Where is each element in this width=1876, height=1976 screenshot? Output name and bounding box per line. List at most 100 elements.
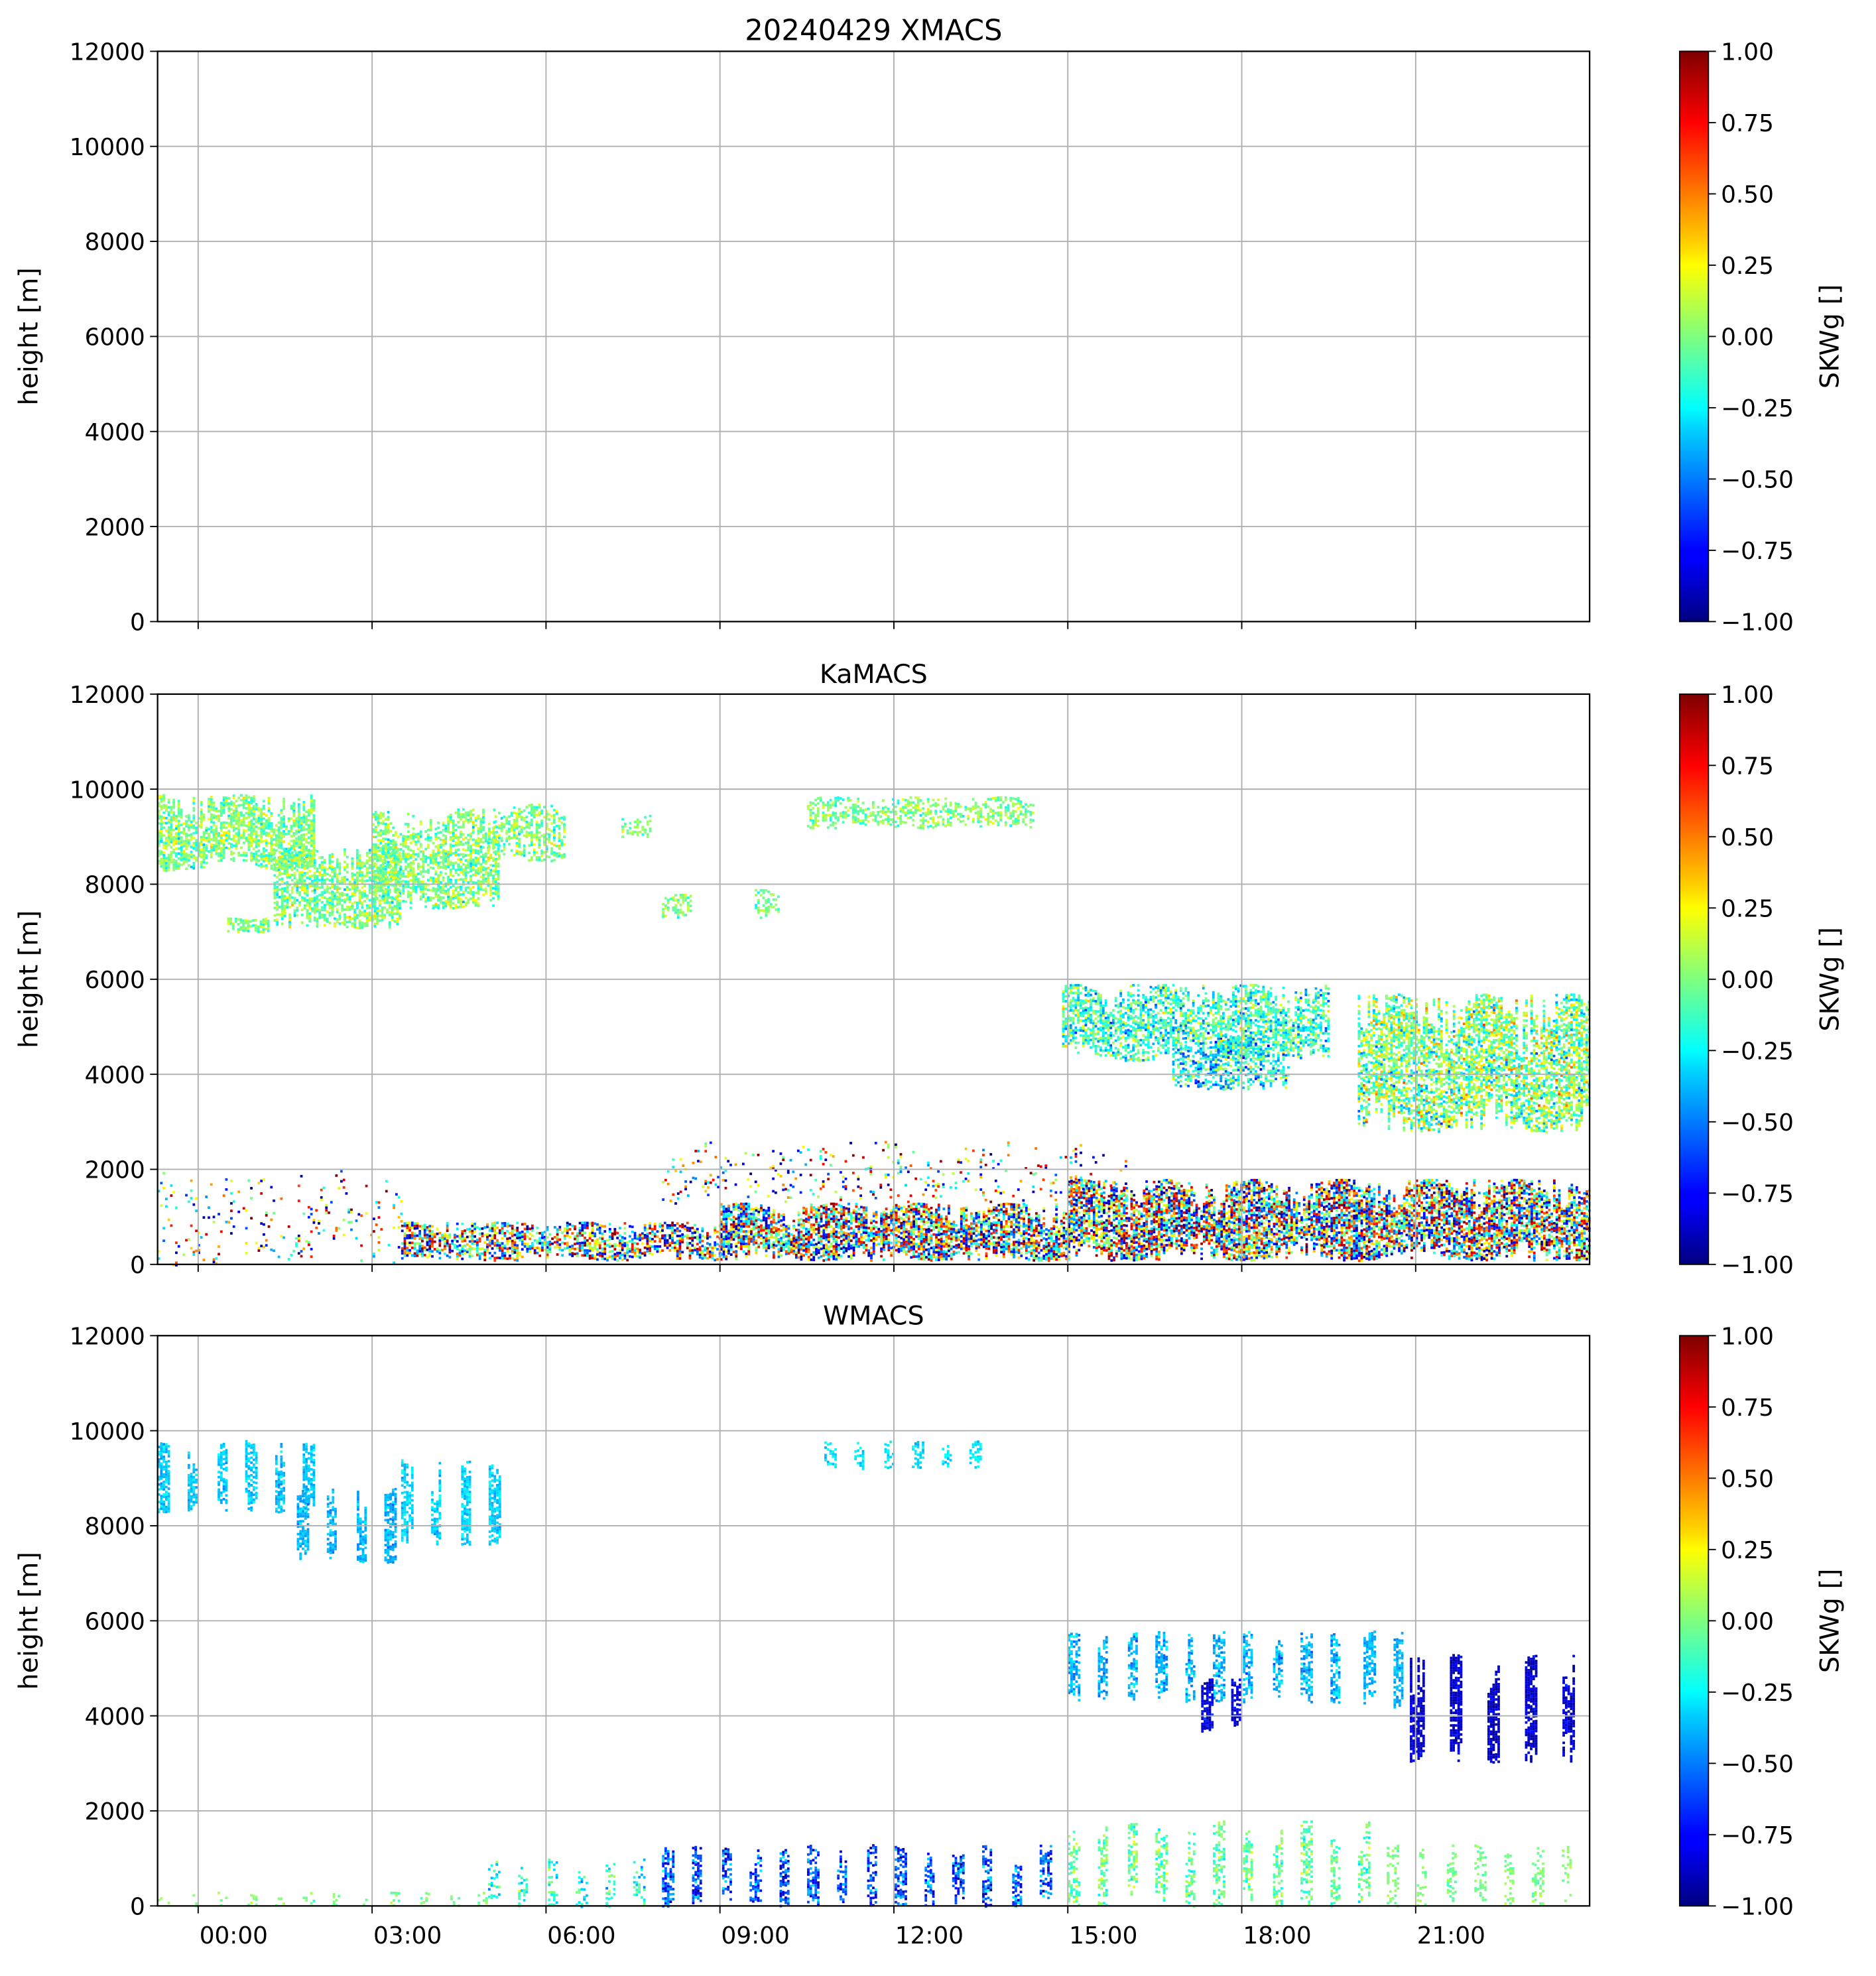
data-cell [434, 863, 437, 865]
data-cell [420, 895, 422, 898]
data-cell [460, 841, 462, 843]
data-cell [1109, 1044, 1112, 1047]
data-cell [402, 893, 405, 895]
data-cell [410, 841, 412, 844]
data-cell [379, 857, 382, 859]
data-cell [334, 875, 336, 877]
data-cell [263, 853, 265, 855]
data-cell [452, 845, 455, 847]
data-cell [1142, 1014, 1145, 1017]
data-cell [1112, 1017, 1115, 1019]
data-cell [1070, 1019, 1072, 1022]
data-cell [869, 812, 872, 814]
data-cell [457, 836, 460, 839]
data-cell [314, 902, 316, 904]
data-cell [331, 875, 334, 878]
data-cell [462, 813, 465, 816]
data-cell [180, 853, 183, 856]
data-cell [232, 922, 235, 925]
data-cell [339, 900, 342, 902]
data-cell [472, 808, 475, 811]
data-cell [294, 849, 296, 852]
data-cell [1192, 1029, 1195, 1032]
data-cell [220, 834, 223, 837]
data-cell [420, 888, 422, 891]
data-cell [291, 864, 294, 867]
data-cell [947, 823, 950, 826]
data-cell [377, 877, 380, 879]
data-cell [253, 853, 255, 855]
data-cell [467, 839, 469, 841]
data-cell [311, 875, 314, 877]
data-cell [253, 847, 255, 850]
data-cell [957, 806, 960, 808]
data-cell [536, 851, 538, 853]
data-cell [351, 875, 353, 877]
data-cell [1064, 1018, 1067, 1020]
data-cell [538, 804, 540, 806]
data-cell [324, 861, 326, 864]
data-cell [482, 816, 485, 819]
data-cell [366, 867, 369, 869]
data-cell [444, 853, 447, 855]
data-cell [475, 849, 477, 851]
data-cell [292, 804, 295, 807]
data-cell [1125, 1054, 1127, 1057]
data-cell [180, 809, 183, 812]
data-cell [975, 804, 977, 807]
data-cell [979, 808, 982, 810]
data-cell [310, 810, 313, 812]
data-cell [824, 816, 827, 819]
data-cell [1119, 1052, 1122, 1055]
data-cell [455, 904, 458, 906]
data-cell [336, 891, 339, 893]
data-cell [361, 904, 363, 906]
data-cell [533, 849, 536, 851]
data-cell [278, 826, 281, 829]
data-cell [501, 822, 503, 825]
data-cell [328, 857, 331, 859]
data-cell [1160, 1017, 1162, 1019]
data-cell [382, 853, 385, 855]
data-cell [344, 876, 346, 879]
data-cell [1202, 1047, 1205, 1050]
data-cell [1192, 1002, 1195, 1005]
data-cell [288, 896, 291, 898]
data-cell [235, 815, 238, 818]
data-cell [353, 926, 356, 929]
data-cell [200, 861, 203, 863]
data-cell [985, 818, 987, 821]
data-cell [503, 823, 506, 826]
data-cell [917, 802, 920, 804]
data-cell [369, 871, 371, 874]
data-cell [1115, 1032, 1117, 1034]
data-cell [1012, 802, 1015, 805]
data-cell [237, 851, 240, 854]
data-cell [175, 852, 178, 855]
data-cell [160, 840, 162, 843]
data-cell [242, 922, 245, 924]
data-cell [895, 810, 897, 813]
data-cell [260, 830, 263, 833]
data-cell [1162, 984, 1164, 987]
data-cell [503, 843, 506, 845]
data-cell [1177, 1033, 1180, 1036]
data-cell [644, 816, 647, 819]
data-cell [210, 846, 213, 849]
data-cell [934, 805, 937, 808]
data-cell [349, 916, 351, 918]
data-cell [1145, 1038, 1147, 1041]
data-cell [395, 881, 397, 884]
data-cell [495, 885, 497, 888]
data-cell [489, 889, 492, 892]
data-cell [1217, 1042, 1219, 1045]
data-cell [160, 865, 162, 868]
data-cell [523, 827, 526, 830]
data-cell [1097, 1053, 1099, 1056]
data-cell [465, 819, 468, 822]
data-cell [412, 835, 414, 837]
data-cell [316, 902, 319, 905]
data-cell [960, 813, 962, 816]
data-cell [992, 810, 995, 812]
data-cell [477, 837, 480, 840]
